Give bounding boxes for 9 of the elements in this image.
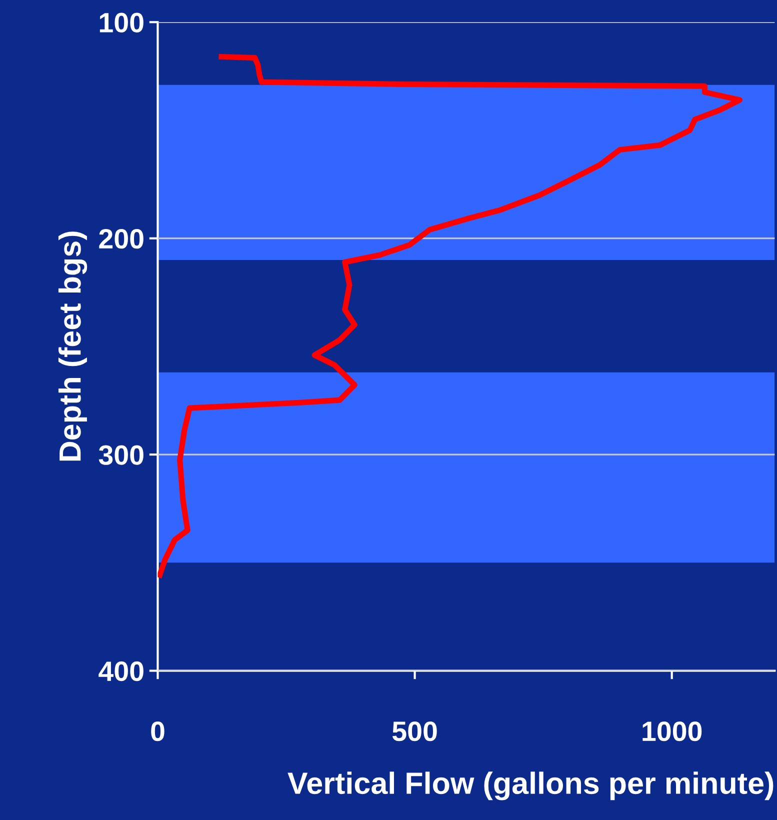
y-tick-label: 100 — [100, 12, 144, 32]
x-axis-title: Vertical Flow (gallons per minute) — [288, 772, 774, 800]
y-tick-label: 400 — [98, 661, 144, 682]
x-tick-label: 0 — [151, 721, 164, 742]
y-tick-label: 200 — [99, 229, 144, 249]
x-tick-label: 1000 — [642, 721, 702, 742]
x-tick-label: 500 — [392, 721, 437, 742]
y-tick-label: 300 — [98, 445, 144, 465]
y-axis-title: Depth (feet bgs) — [58, 232, 88, 461]
